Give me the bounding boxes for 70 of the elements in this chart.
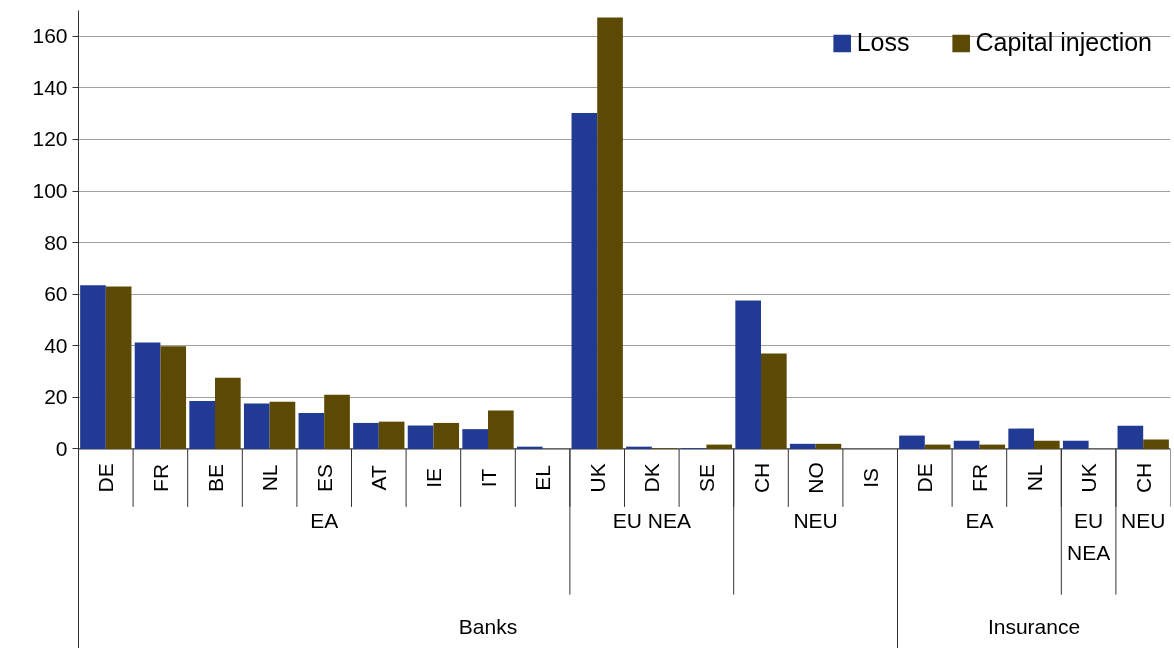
category-label: DE: [913, 463, 937, 493]
bar: [953, 440, 980, 449]
category-label: UK: [585, 463, 609, 493]
bar: [189, 401, 215, 449]
y-tick-label: 160: [32, 24, 68, 48]
y-tick-label: 100: [32, 179, 68, 203]
category-label: NL: [258, 464, 282, 492]
category-label: DE: [94, 463, 118, 493]
bar: [407, 425, 434, 449]
y-tick-label: 0: [55, 436, 68, 460]
bar: [488, 410, 514, 449]
bar: [979, 444, 1006, 449]
category-label: Banks: [458, 614, 518, 638]
bar: [815, 443, 842, 449]
bar: [134, 342, 161, 449]
y-tick-label: 60: [44, 282, 68, 306]
bar: [215, 377, 241, 449]
bar: [735, 300, 761, 449]
category-label: AT: [367, 465, 391, 491]
category-label: UK: [1077, 463, 1101, 493]
category-label: NL: [1022, 464, 1046, 492]
bar: [324, 394, 350, 449]
category-label: IE: [421, 467, 445, 488]
bar: [1117, 425, 1144, 449]
category-label: CH: [1131, 462, 1155, 494]
bar: [80, 285, 106, 449]
bar: [789, 443, 816, 449]
category-label: NO: [804, 462, 828, 494]
category-label: DK: [640, 463, 664, 493]
category-label: IS: [858, 467, 882, 488]
bar: [378, 421, 405, 449]
bar: [243, 403, 270, 449]
category-label: SE: [694, 463, 718, 492]
category-label: IT: [476, 468, 500, 488]
category-label: FR: [148, 463, 172, 492]
category-label: CH: [749, 462, 773, 494]
y-tick-label: 140: [32, 75, 68, 99]
y-tick-label: 20: [44, 385, 68, 409]
category-label: NEU: [793, 508, 838, 532]
bar: [105, 286, 132, 449]
y-tick-label: 80: [44, 230, 68, 254]
category-label: EL: [531, 465, 555, 491]
category-label: FR: [967, 463, 991, 492]
y-tick-label: 40: [44, 333, 68, 357]
category-label: BE: [203, 463, 227, 492]
bar: [269, 401, 296, 449]
category-label: NEU: [1121, 508, 1166, 532]
bar: [298, 412, 325, 449]
y-tick-label: 120: [32, 127, 68, 151]
bar: [761, 353, 787, 449]
bar: [1008, 428, 1034, 449]
bar: [571, 112, 598, 449]
bar: [597, 17, 623, 449]
bar: [462, 429, 488, 449]
category-label: EU NEA: [612, 508, 691, 532]
category-label: Insurance: [987, 614, 1081, 638]
bar: [899, 435, 925, 449]
bar: [1034, 440, 1060, 449]
bar: [160, 346, 187, 449]
bar: [1062, 440, 1089, 449]
bar: [1143, 439, 1169, 449]
bar: [433, 422, 460, 449]
category-label: ES: [312, 463, 336, 492]
bar: [706, 444, 733, 449]
category-label: EU NEA: [1067, 508, 1111, 565]
category-label: EA: [965, 508, 994, 532]
legend-label: Capital injection: [975, 28, 1152, 57]
bar: [353, 422, 379, 449]
category-label: EA: [310, 508, 339, 532]
legend-label: Loss: [856, 28, 910, 57]
